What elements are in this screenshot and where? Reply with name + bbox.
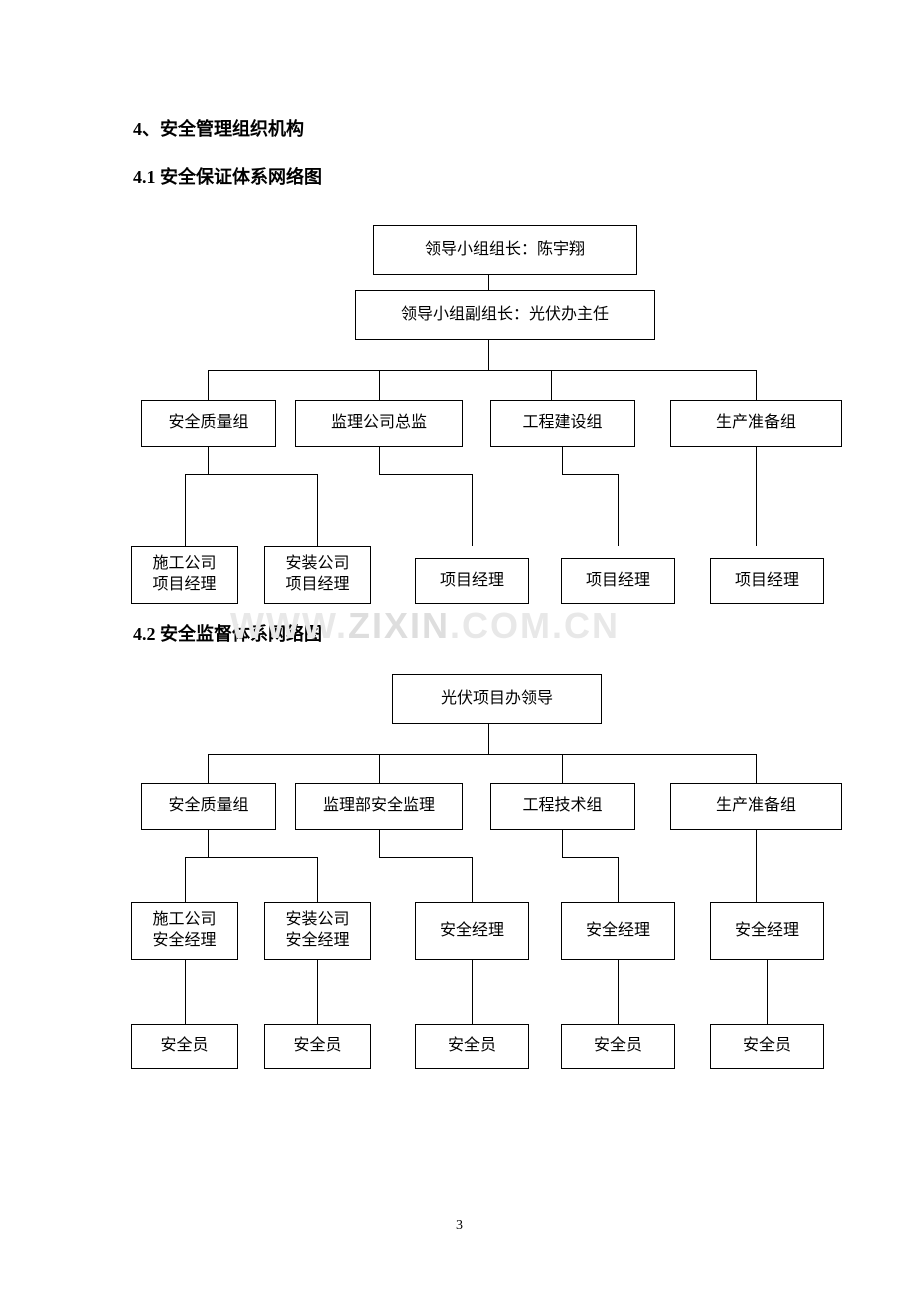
c2-r1-3: 生产准备组 [670,783,842,830]
wm2b: ZIXIN [348,605,450,646]
c2-h23 [562,857,619,858]
c1-hbus1 [208,370,757,371]
heading-sub1: 4.1 安全保证体系网络图 [133,163,322,189]
c2-r3-0: 安全员 [131,1024,238,1069]
c2-r2-4: 安全经理 [710,902,824,960]
c1-r1-2: 工程建设组 [490,400,635,447]
c1-r2-4: 项目经理 [710,558,824,604]
c1-sp-l [185,474,186,546]
c1-r1d3 [756,447,757,546]
c1-d3 [551,370,552,400]
c2-r2d1 [317,960,318,1024]
c2-r3-3: 安全员 [561,1024,675,1069]
c2-d2 [379,754,380,783]
c1-h23 [562,474,619,475]
c2-r2-2: 安全经理 [415,902,529,960]
c1-d2 [379,370,380,400]
c2-r1-1: 监理部安全监理 [295,783,463,830]
c2-r2-0: 施工公司 安全经理 [131,902,238,960]
c2-r3-4: 安全员 [710,1024,824,1069]
c1-sub: 领导小组副组长：光伏办主任 [355,290,655,340]
c2-v12 [472,857,473,902]
c1-r2-1: 安装公司 项目经理 [264,546,371,604]
c2-h12 [379,857,473,858]
c1-r2-0-l1: 施工公司 [152,554,216,575]
wm2c: .COM.CN [450,605,620,646]
c2-r1d2 [562,830,563,857]
c2-r2d3 [618,960,619,1024]
c2-r2d2 [472,960,473,1024]
c2-r2d4 [767,960,768,1024]
c1-l-sub [488,340,489,370]
c1-r2-3: 项目经理 [561,558,675,604]
c2-sp-r [317,857,318,902]
c1-r1d0 [208,447,209,474]
c2-r1-0: 安全质量组 [141,783,276,830]
c1-top: 领导小组组长：陈宇翔 [373,225,637,275]
c1-r1-3: 生产准备组 [670,400,842,447]
c2-d4 [756,754,757,783]
c2-l-top [488,724,489,754]
c1-r2-1-l2: 项目经理 [285,575,349,596]
c2-top: 光伏项目办领导 [392,674,602,724]
c1-v12 [472,474,473,546]
c1-v23 [618,474,619,546]
c1-r1-1: 监理公司总监 [295,400,463,447]
page-number: 3 [456,1218,463,1234]
c1-h-split [185,474,318,475]
c2-r2-3: 安全经理 [561,902,675,960]
c2-r2-0-l2: 安全经理 [152,931,216,952]
c1-d1 [208,370,209,400]
c2-r2-0-l1: 施工公司 [152,910,216,931]
c1-r2-1-l1: 安装公司 [285,554,349,575]
c2-r1-2: 工程技术组 [490,783,635,830]
c2-r2-1-l2: 安全经理 [285,931,349,952]
c2-r3-2: 安全员 [415,1024,529,1069]
c2-r2d0 [185,960,186,1024]
c2-r1d1 [379,830,380,857]
c2-hbus1 [208,754,757,755]
watermark: WWW.ZIXIN.COM.CN [230,605,620,647]
c1-r1-0: 安全质量组 [141,400,276,447]
c2-r1d3 [756,830,757,902]
wm2a: WWW. [230,605,348,646]
c1-r1d1 [379,447,380,474]
c2-d1 [208,754,209,783]
c1-r2-2: 项目经理 [415,558,529,604]
c2-sp-l [185,857,186,902]
c1-d4 [756,370,757,400]
c2-d3 [562,754,563,783]
c2-r2-1: 安装公司 安全经理 [264,902,371,960]
heading-section: 4、安全管理组织机构 [133,115,304,141]
c1-line-top-sub [488,275,489,290]
c1-r2-0: 施工公司 项目经理 [131,546,238,604]
c2-r1d0 [208,830,209,857]
c1-sp-r [317,474,318,546]
c1-h12 [379,474,473,475]
c2-r2-1-l1: 安装公司 [285,910,349,931]
c2-r3-1: 安全员 [264,1024,371,1069]
c1-r1d2 [562,447,563,474]
c2-v23 [618,857,619,902]
c1-r2-0-l2: 项目经理 [152,575,216,596]
c2-h-split [185,857,318,858]
